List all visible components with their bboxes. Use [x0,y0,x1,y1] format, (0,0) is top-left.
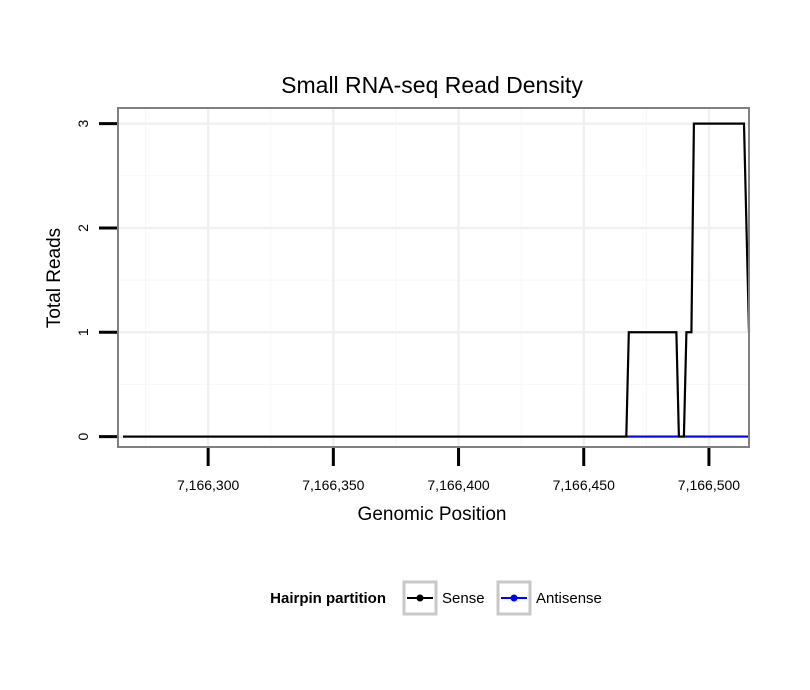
panel-border [117,107,750,448]
x-tick-label: 7,166,450 [553,477,615,493]
series-line-sense [123,122,751,438]
y-axis: 0 1 2 3 [75,120,117,440]
x-tick-label: 7,166,400 [427,477,489,493]
x-tick-label: 7,166,500 [678,477,740,493]
legend-key-point-antisense [510,594,518,602]
legend-label-antisense: Antisense [536,590,602,607]
y-tick-label: 1 [75,328,91,336]
legend-title: Hairpin partition [270,590,386,607]
x-axis: 7,166,300 7,166,350 7,166,400 7,166,450 7,16… [177,448,740,493]
x-tick-label: 7,166,300 [177,477,239,493]
legend: Hairpin partition Sense Antisense [270,580,602,616]
x-tick-label: 7,166,350 [302,477,364,493]
panel-background [118,108,749,447]
plot-panel [117,107,751,448]
legend-key-point-sense [416,594,424,602]
y-tick-label: 2 [75,224,91,232]
x-axis-title: Genomic Position [358,504,507,525]
y-tick-label: 3 [75,120,91,128]
chart-title: Small RNA-seq Read Density [281,72,583,98]
y-tick-label: 0 [75,432,91,440]
legend-label-sense: Sense [442,590,485,607]
y-axis-title: Total Reads [44,228,65,328]
